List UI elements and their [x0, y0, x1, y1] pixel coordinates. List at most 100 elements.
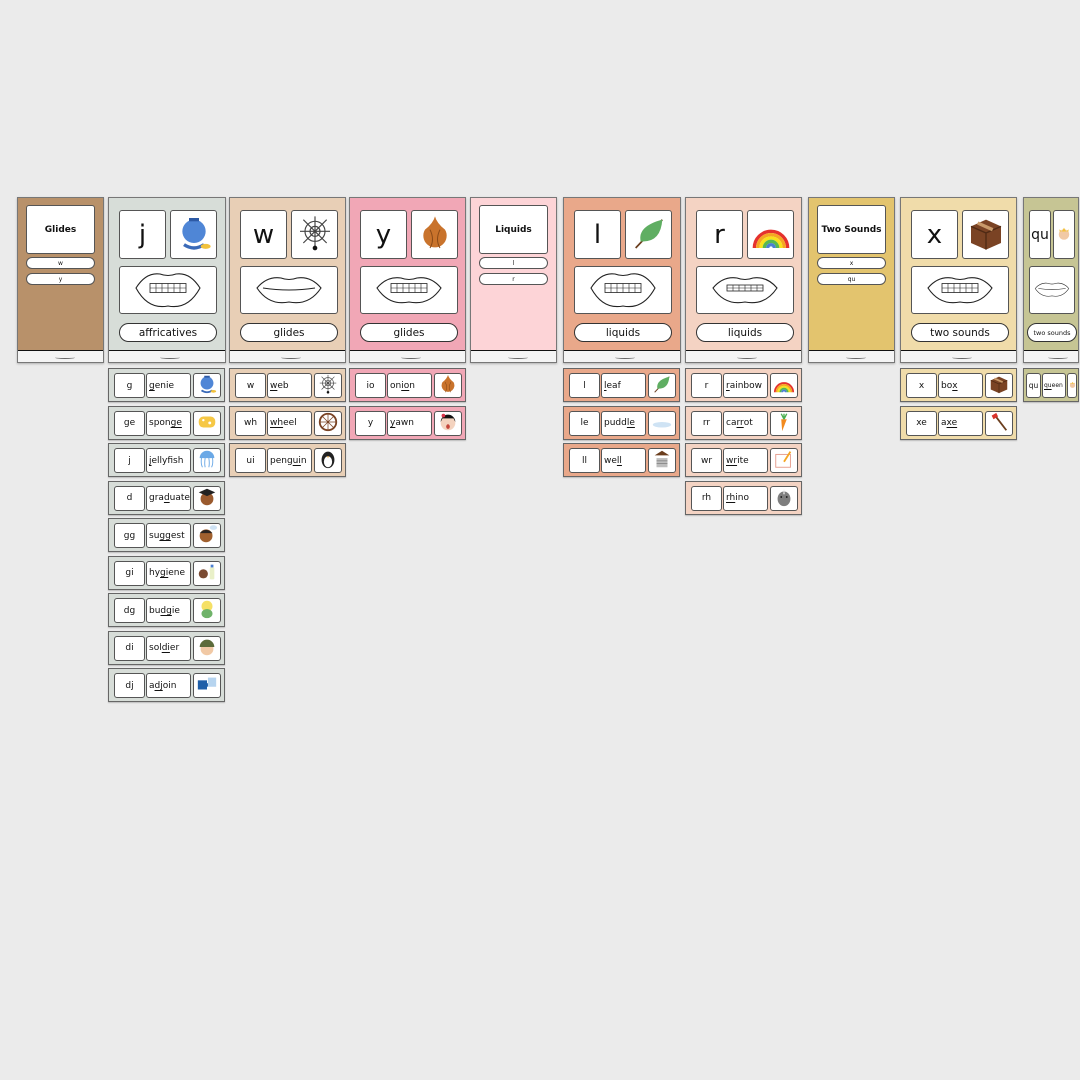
- card-footer: [471, 350, 556, 362]
- word-box: y awn: [387, 410, 432, 436]
- word-strip-wheel: wh wh eel: [229, 405, 346, 440]
- carrot-icon: [773, 411, 795, 436]
- sound-category-label: two sounds: [911, 323, 1009, 342]
- write-icon: [773, 448, 795, 473]
- word-picture: [648, 448, 676, 473]
- card-footer: [901, 350, 1016, 362]
- word-underlined-grapheme: j: [149, 455, 152, 466]
- word-strip-yawn: y y awn: [349, 405, 466, 440]
- header-card-two-sounds: Two Sounds x qu: [808, 197, 895, 363]
- header-card-liquids: Liquids l r: [470, 197, 557, 363]
- word-picture: [193, 523, 221, 548]
- sound-category-label: affricatives: [119, 323, 217, 342]
- onion-icon: [437, 373, 459, 398]
- word-strip-adjoin: dj a dj oin: [108, 668, 225, 702]
- yawn-icon: [437, 411, 459, 436]
- word-box: r ainbow: [723, 373, 768, 398]
- word-box: l eaf: [601, 373, 646, 398]
- word-underlined-grapheme: ge: [170, 418, 182, 428]
- mouth-teeth-open-icon: [583, 268, 663, 312]
- grapheme-box: dg: [114, 598, 145, 623]
- grapheme-box: d: [114, 485, 145, 511]
- word-underlined-grapheme: ui: [292, 455, 301, 466]
- word-box: bu dg ie: [146, 598, 191, 623]
- header-title: Glides: [26, 205, 95, 254]
- box-icon: [988, 373, 1010, 398]
- word-picture: [648, 373, 676, 398]
- grapheme-box: rr: [691, 410, 722, 436]
- sound-category-label: glides: [360, 323, 458, 342]
- word-picture: [985, 410, 1013, 436]
- card-footer: [350, 350, 465, 362]
- sound-card-j: j affricatives: [108, 197, 226, 363]
- sound-card-r: r liquids: [685, 197, 802, 363]
- leaf-icon: [651, 373, 673, 398]
- grapheme-box: wh: [235, 410, 266, 436]
- sound-card-x: x two sounds: [900, 197, 1017, 363]
- sound-letter: qu: [1029, 210, 1051, 259]
- word-strip-axe: xe a xe: [900, 405, 1017, 440]
- header-sound-pill: w: [26, 257, 95, 269]
- mouth-picture: [696, 266, 794, 314]
- sound-card-w: w glides: [229, 197, 346, 363]
- grapheme-box: l: [569, 373, 600, 398]
- word-picture: [648, 410, 676, 436]
- word-picture: [770, 485, 798, 511]
- word-box: hy gi ene: [146, 560, 191, 586]
- word-picture: [314, 448, 342, 473]
- sound-card-l: l liquids: [563, 197, 681, 363]
- word-strip-web: w w eb: [229, 368, 346, 402]
- word-suffix: enie: [154, 380, 174, 391]
- word-picture: [193, 598, 221, 623]
- word-strip-genie: g g enie: [108, 368, 225, 402]
- word-strip-box: x bo x: [900, 368, 1017, 402]
- word-strip-queen: qu qu een: [1023, 368, 1079, 402]
- sound-picture: [625, 210, 672, 259]
- sponge-icon: [196, 411, 218, 436]
- header-sound-pill: qu: [817, 273, 886, 285]
- card-footer: [18, 350, 103, 362]
- sound-picture: [1053, 210, 1075, 259]
- word-strip-penguin: ui peng ui n: [229, 443, 346, 477]
- rainbow-icon: [751, 213, 791, 257]
- word-strip-leaf: l l eaf: [563, 368, 680, 402]
- word-suffix: eaf: [606, 380, 621, 391]
- word-underlined-grapheme: xe: [946, 418, 958, 428]
- mouth-picture: [240, 266, 338, 314]
- grapheme-box: x: [906, 373, 937, 398]
- word-prefix: ca: [726, 418, 737, 428]
- grapheme-box: qu: [1026, 373, 1041, 398]
- word-strip-budgie: dg bu dg ie: [108, 593, 225, 627]
- mouth-teeth-small-icon: [705, 268, 785, 312]
- mouth-picture: [911, 266, 1009, 314]
- puddle-icon: [651, 411, 673, 436]
- word-strip-rainbow: r r ainbow: [685, 368, 802, 402]
- word-picture: [193, 673, 221, 698]
- wheel-icon: [317, 411, 339, 436]
- word-suffix: ite: [737, 455, 749, 466]
- word-box: a xe: [938, 410, 983, 436]
- grapheme-box: ui: [235, 448, 266, 473]
- word-underlined-grapheme: w: [270, 380, 278, 391]
- card-footer: [564, 350, 680, 362]
- word-suffix: ene: [168, 568, 186, 578]
- word-strip-soldier: di sol di er: [108, 630, 225, 665]
- word-picture: [434, 410, 462, 436]
- queen-icon: [1068, 380, 1077, 392]
- word-prefix: pudd: [604, 418, 627, 428]
- word-box: w eb: [267, 373, 312, 398]
- word-strip-jellyfish: j j ellyfish: [108, 443, 225, 477]
- word-box: we ll: [601, 448, 646, 473]
- word-suffix: eb: [277, 380, 289, 391]
- grapheme-box: ll: [569, 448, 600, 473]
- word-picture: [193, 448, 221, 473]
- word-picture: [314, 410, 342, 436]
- word-underlined-grapheme: wr: [726, 455, 738, 466]
- card-footer: [1024, 350, 1078, 362]
- word-suffix: ainbow: [729, 380, 763, 391]
- sound-picture: [747, 210, 794, 259]
- mouth-picture: [119, 266, 217, 314]
- mouth-picture: [574, 266, 672, 314]
- sound-category-label: glides: [240, 323, 338, 342]
- grapheme-box: le: [569, 410, 600, 436]
